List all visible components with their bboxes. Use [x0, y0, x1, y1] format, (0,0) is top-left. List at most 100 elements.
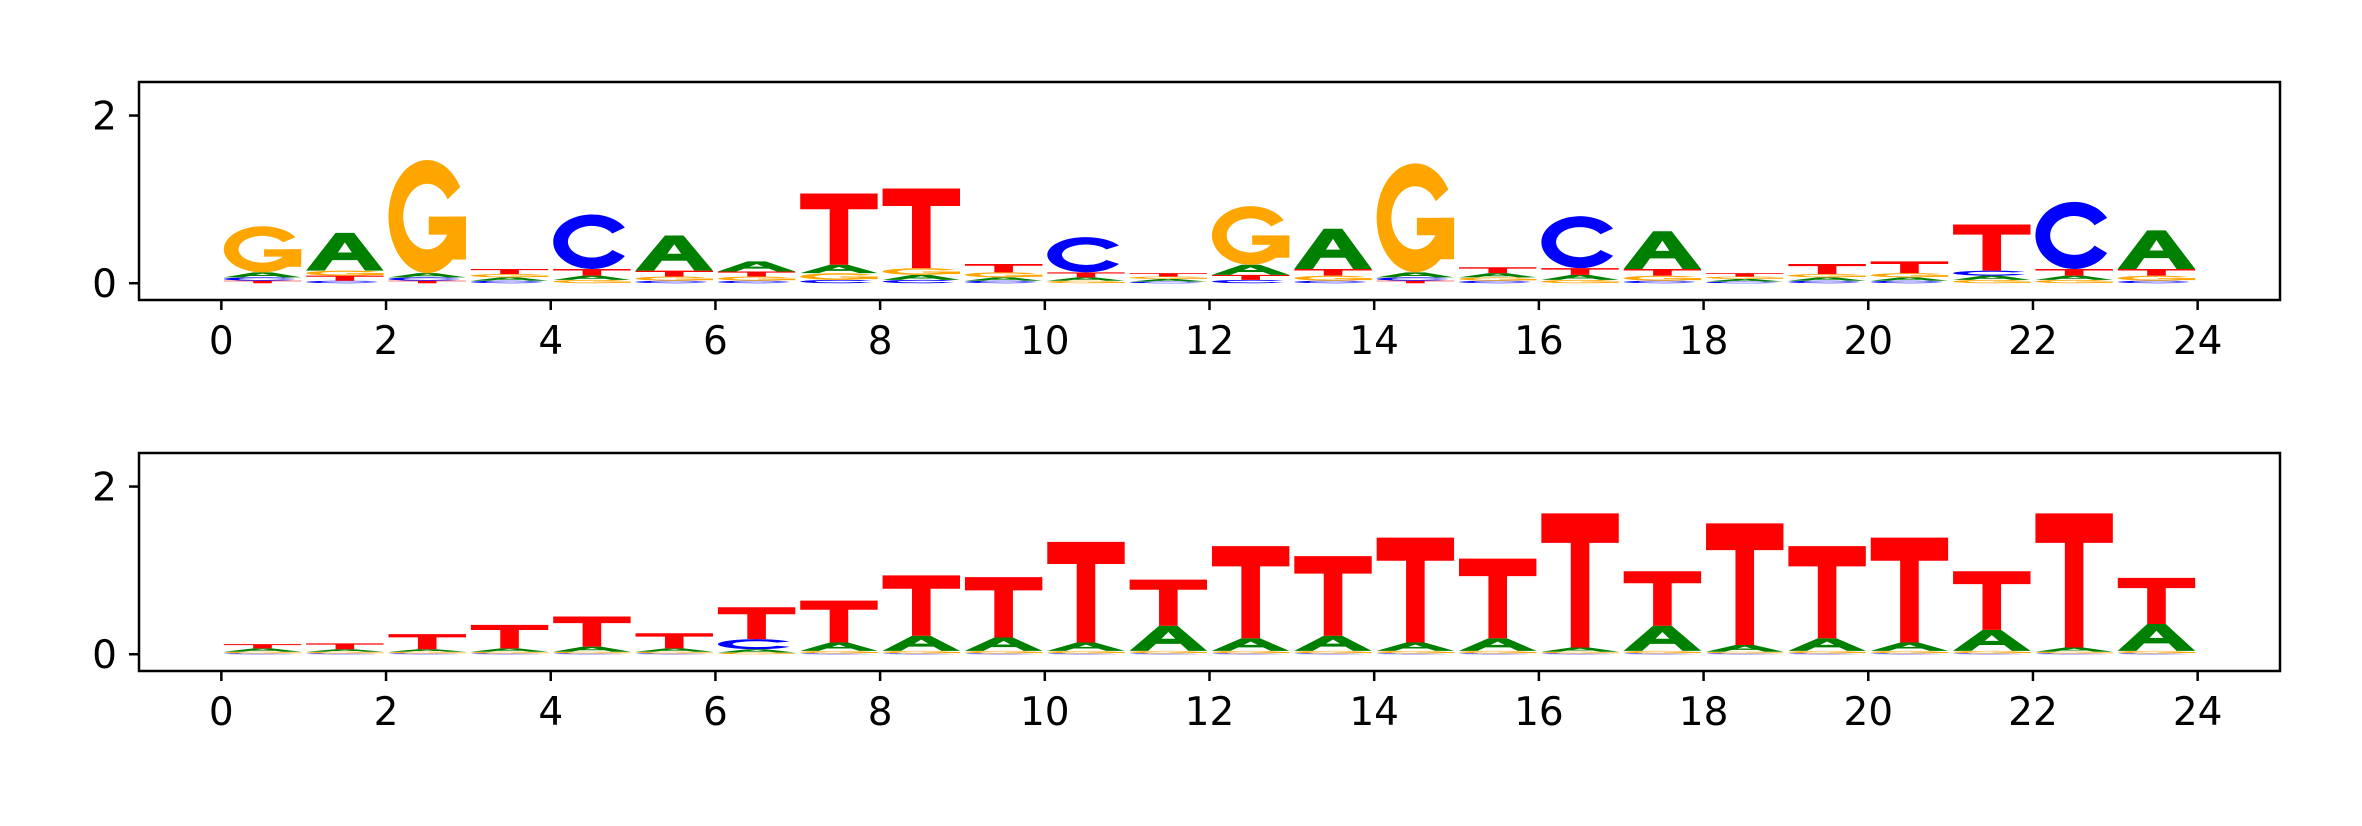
letter-A-pos-8 — [882, 635, 960, 651]
letter-A-pos-3 — [470, 648, 549, 652]
letter-T-pos-6 — [717, 271, 796, 277]
letter-G-pos-20 — [1870, 273, 1949, 278]
letter-C-pos-3 — [470, 280, 543, 284]
letter-G-pos-11 — [1129, 276, 1208, 280]
letter-C-pos-1 — [306, 280, 378, 284]
letter-C-pos-10 — [1047, 653, 1119, 655]
letter-T-pos-1 — [306, 275, 384, 281]
letter-A-pos-1 — [306, 649, 384, 652]
x-tick-label: 20 — [1843, 319, 1893, 364]
letter-T-pos-4 — [553, 268, 631, 276]
letter-A-pos-22 — [2035, 647, 2113, 652]
letter-T-pos-3 — [470, 268, 549, 275]
letter-G-pos-23 — [2117, 650, 2196, 654]
letter-T-pos-7 — [800, 193, 878, 265]
x-tick-label: 24 — [2173, 319, 2223, 364]
letter-A-pos-15 — [1459, 638, 1537, 651]
letter-T-pos-19 — [1788, 263, 1866, 275]
letter-A-pos-23 — [2117, 624, 2196, 651]
letter-A-pos-3 — [470, 277, 549, 281]
letter-T-pos-12 — [1211, 546, 1290, 639]
letter-T-pos-20 — [1870, 537, 1949, 643]
letter-G-pos-7 — [800, 650, 878, 654]
letter-A-pos-16 — [1541, 647, 1619, 652]
letter-C-pos-5 — [635, 653, 708, 655]
letter-T-pos-23 — [2117, 577, 2196, 625]
letter-A-pos-14 — [1376, 272, 1455, 278]
letter-T-pos-1 — [306, 643, 384, 650]
letter-C-pos-4 — [553, 653, 625, 655]
letter-C-pos-0 — [223, 653, 296, 655]
y-tick-label: 2 — [92, 95, 117, 140]
letter-A-pos-17 — [1623, 231, 1702, 269]
letter-T-pos-16 — [1541, 268, 1619, 275]
x-tick-label: 16 — [1514, 319, 1564, 364]
letter-A-pos-10 — [1047, 642, 1125, 651]
letter-T-pos-20 — [1870, 261, 1949, 274]
letter-A-pos-17 — [1623, 625, 1702, 651]
letter-C-pos-20 — [1870, 280, 1943, 284]
letter-C-pos-16 — [1541, 653, 1614, 655]
letter-G-pos-15 — [1459, 277, 1537, 281]
letter-C-pos-18 — [1706, 281, 1778, 284]
letter-A-pos-20 — [1870, 277, 1949, 281]
letter-A-pos-11 — [1129, 625, 1208, 651]
letter-A-pos-12 — [1211, 638, 1290, 651]
letter-T-pos-14 — [1376, 537, 1455, 643]
letter-C-pos-18 — [1706, 653, 1778, 655]
letter-G-pos-9 — [964, 272, 1043, 278]
letter-A-pos-7 — [800, 264, 878, 274]
x-tick-label: 22 — [2008, 690, 2058, 735]
letter-T-pos-0 — [223, 644, 302, 649]
letter-C-pos-2 — [388, 277, 461, 281]
letter-T-pos-12 — [1211, 274, 1290, 280]
x-tick-label: 4 — [538, 690, 563, 735]
letter-G-pos-14 — [1376, 650, 1455, 654]
letter-C-pos-0 — [223, 277, 296, 281]
x-tick-label: 20 — [1843, 690, 1893, 735]
x-tick-label: 0 — [209, 319, 234, 364]
letter-A-pos-6 — [717, 649, 796, 653]
letter-A-pos-10 — [1047, 277, 1125, 281]
y-tick-label: 0 — [92, 633, 117, 678]
logo-letter-stacks — [223, 513, 2196, 655]
letter-T-pos-22 — [2035, 513, 2113, 648]
letter-A-pos-21 — [1953, 629, 2031, 651]
x-tick-label: 8 — [868, 690, 893, 735]
letter-G-pos-4 — [553, 651, 631, 654]
letter-A-pos-1 — [306, 232, 384, 271]
letter-A-pos-11 — [1129, 279, 1208, 282]
letter-A-pos-13 — [1294, 228, 1372, 269]
letter-G-pos-2 — [388, 651, 466, 654]
letter-T-pos-5 — [635, 270, 713, 277]
letter-C-pos-9 — [964, 280, 1037, 284]
letter-T-pos-8 — [882, 575, 960, 636]
x-tick-label: 18 — [1679, 690, 1729, 735]
letter-G-pos-12 — [1211, 650, 1290, 654]
letter-T-pos-9 — [964, 263, 1043, 273]
letter-C-pos-5 — [635, 280, 708, 284]
letter-G-pos-15 — [1459, 650, 1537, 654]
letter-T-pos-18 — [1706, 273, 1784, 277]
letter-C-pos-21 — [1953, 653, 2025, 655]
letter-A-pos-23 — [2117, 230, 2196, 269]
letter-C-pos-22 — [2035, 653, 2108, 655]
letter-G-pos-1 — [306, 270, 384, 276]
letter-T-pos-19 — [1788, 546, 1866, 639]
letter-A-pos-4 — [553, 275, 631, 280]
x-tick-label: 0 — [209, 690, 234, 735]
letter-C-pos-14 — [1376, 653, 1449, 655]
letter-G-pos-5 — [635, 276, 713, 281]
letter-C-pos-14 — [1376, 277, 1449, 281]
letter-G-pos-20 — [1870, 650, 1949, 654]
letter-G-pos-14 — [1376, 163, 1455, 273]
letter-T-pos-13 — [1294, 268, 1372, 276]
letter-T-pos-8 — [882, 188, 960, 269]
letter-T-pos-13 — [1294, 556, 1372, 636]
x-tick-label: 18 — [1679, 319, 1729, 364]
letter-A-pos-22 — [2035, 275, 2113, 280]
letter-C-pos-6 — [717, 280, 790, 284]
letter-C-pos-10 — [1047, 237, 1119, 273]
letter-T-pos-22 — [2035, 268, 2113, 276]
